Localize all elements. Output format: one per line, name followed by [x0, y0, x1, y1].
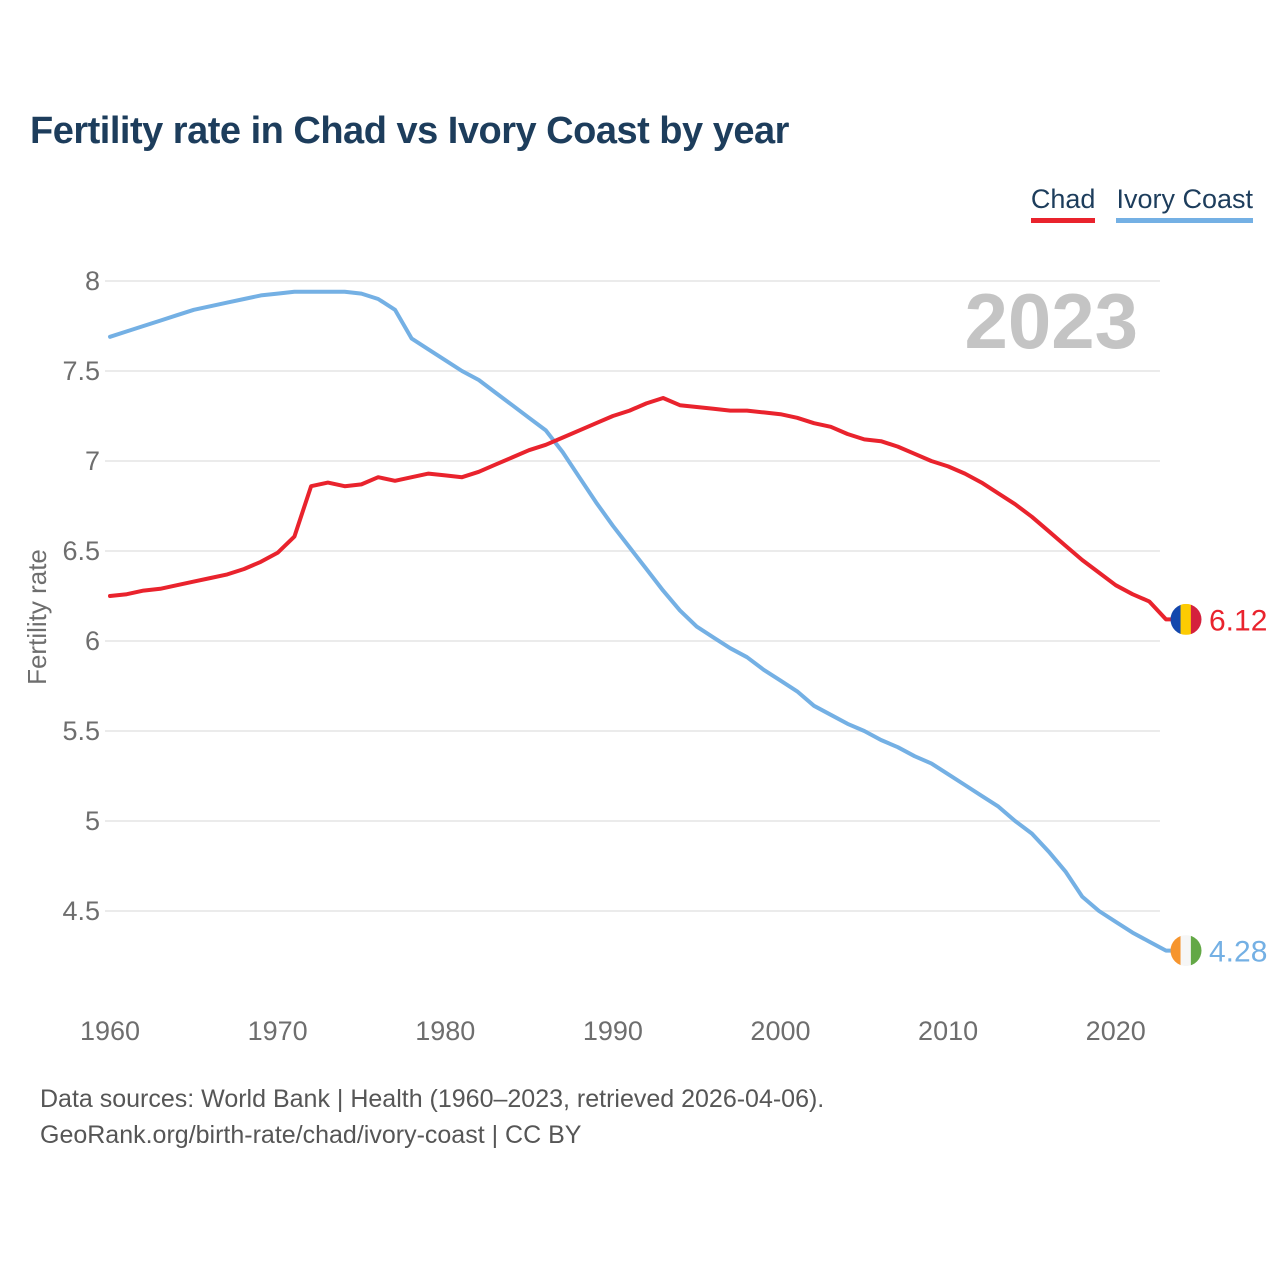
- legend-underline-chad: [1030, 218, 1096, 223]
- flag-stripe: [1170, 603, 1182, 635]
- chad-flag-icon: [1170, 603, 1202, 635]
- x-tick-label: 2000: [750, 1016, 810, 1046]
- chart-title: Fertility rate in Chad vs Ivory Coast by…: [30, 110, 789, 152]
- legend-item-chad[interactable]: Chad: [1030, 184, 1096, 223]
- y-tick-label: 7: [85, 446, 100, 476]
- y-tick-label: 5.5: [62, 716, 100, 746]
- x-tick-label: 2020: [1086, 1016, 1146, 1046]
- legend-label-chad: Chad: [1030, 184, 1096, 214]
- chad-end-value: 6.12: [1209, 604, 1267, 637]
- source-note: Data sources: World Bank | Health (1960–…: [40, 1081, 824, 1153]
- x-tick-label: 2010: [918, 1016, 978, 1046]
- legend-underline-ivory-coast: [1116, 218, 1253, 223]
- y-tick-label: 7.5: [62, 356, 100, 386]
- y-tick-label: 6: [85, 626, 100, 656]
- legend-item-ivory-coast[interactable]: Ivory Coast: [1116, 184, 1253, 223]
- source-line-1: Data sources: World Bank | Health (1960–…: [40, 1085, 825, 1113]
- flag-stripe: [1180, 603, 1192, 635]
- y-axis-title: Fertility rate: [22, 549, 52, 685]
- chad-line: [108, 396, 1175, 622]
- flag-stripe: [1190, 935, 1202, 967]
- source-line-2: GeoRank.org/birth-rate/chad/ivory-coast …: [40, 1121, 582, 1149]
- flag-stripe: [1180, 935, 1192, 967]
- flag-stripe: [1170, 935, 1182, 967]
- x-tick-label: 1960: [80, 1016, 140, 1046]
- ivory-coast-flag-icon: [1170, 935, 1202, 967]
- ivory-coast-end-value: 4.28: [1209, 936, 1267, 969]
- y-tick-label: 4.5: [62, 896, 100, 926]
- y-tick-label: 8: [85, 266, 100, 296]
- y-tick-label: 6.5: [62, 536, 100, 566]
- x-tick-label: 1990: [583, 1016, 643, 1046]
- legend-label-ivory-coast: Ivory Coast: [1116, 184, 1253, 214]
- year-watermark: 2023: [964, 277, 1138, 365]
- y-tick-label: 5: [85, 806, 100, 836]
- x-tick-label: 1970: [248, 1016, 308, 1046]
- ivory-coast-line: [108, 289, 1175, 953]
- x-tick-label: 1980: [415, 1016, 475, 1046]
- legend: Chad Ivory Coast: [1030, 184, 1253, 223]
- flag-stripe: [1190, 603, 1202, 635]
